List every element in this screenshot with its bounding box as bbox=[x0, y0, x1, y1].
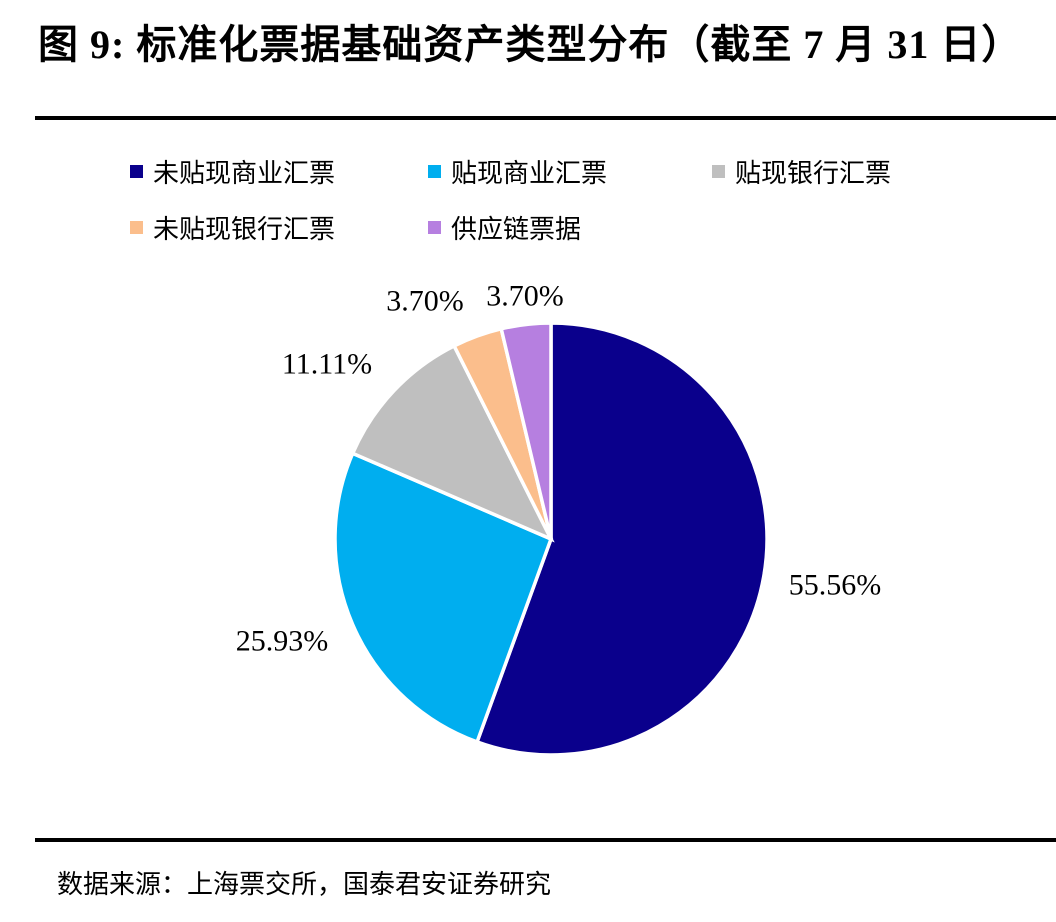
legend-item-2: 贴现银行汇票 bbox=[712, 153, 891, 190]
top-rule bbox=[35, 116, 1056, 120]
legend-label: 贴现商业汇票 bbox=[451, 158, 608, 188]
chart-legend: 未贴现商业汇票 贴现商业汇票 贴现银行汇票未贴现银行汇票 供应链票据 bbox=[130, 150, 891, 248]
legend-item-3: 未贴现银行汇票 bbox=[130, 209, 428, 246]
legend-swatch-icon bbox=[428, 164, 441, 178]
figure-title: 图 9: 标准化票据基础资产类型分布（截至 7 月 31 日） bbox=[38, 22, 1023, 67]
bottom-rule bbox=[35, 838, 1056, 842]
slice-value-label-0: 55.56% bbox=[789, 569, 882, 602]
legend-swatch-icon bbox=[130, 220, 143, 234]
legend-label: 未贴现商业汇票 bbox=[153, 158, 336, 188]
legend-item-0: 未贴现商业汇票 bbox=[130, 153, 428, 190]
legend-item-4: 供应链票据 bbox=[428, 209, 712, 246]
pie-slice-0 bbox=[474, 321, 769, 757]
slice-value-label-2: 11.11% bbox=[282, 348, 372, 381]
legend-label: 未贴现银行汇票 bbox=[153, 214, 336, 244]
slice-value-label-4: 3.70% bbox=[486, 280, 564, 313]
legend-swatch-icon bbox=[130, 164, 143, 178]
legend-swatch-icon bbox=[428, 220, 441, 234]
pie-slice-4 bbox=[499, 321, 553, 540]
legend-item-1: 贴现商业汇票 bbox=[428, 153, 712, 190]
legend-label: 贴现银行汇票 bbox=[735, 158, 892, 188]
legend-swatch-icon bbox=[712, 164, 725, 178]
slice-value-label-3: 3.70% bbox=[386, 285, 464, 318]
pie-slice-2 bbox=[350, 343, 555, 543]
data-source-note: 数据来源：上海票交所，国泰君安证券研究 bbox=[57, 870, 552, 899]
legend-label: 供应链票据 bbox=[451, 214, 582, 244]
pie-slice-1 bbox=[333, 451, 554, 745]
slice-value-label-1: 25.93% bbox=[236, 625, 329, 658]
